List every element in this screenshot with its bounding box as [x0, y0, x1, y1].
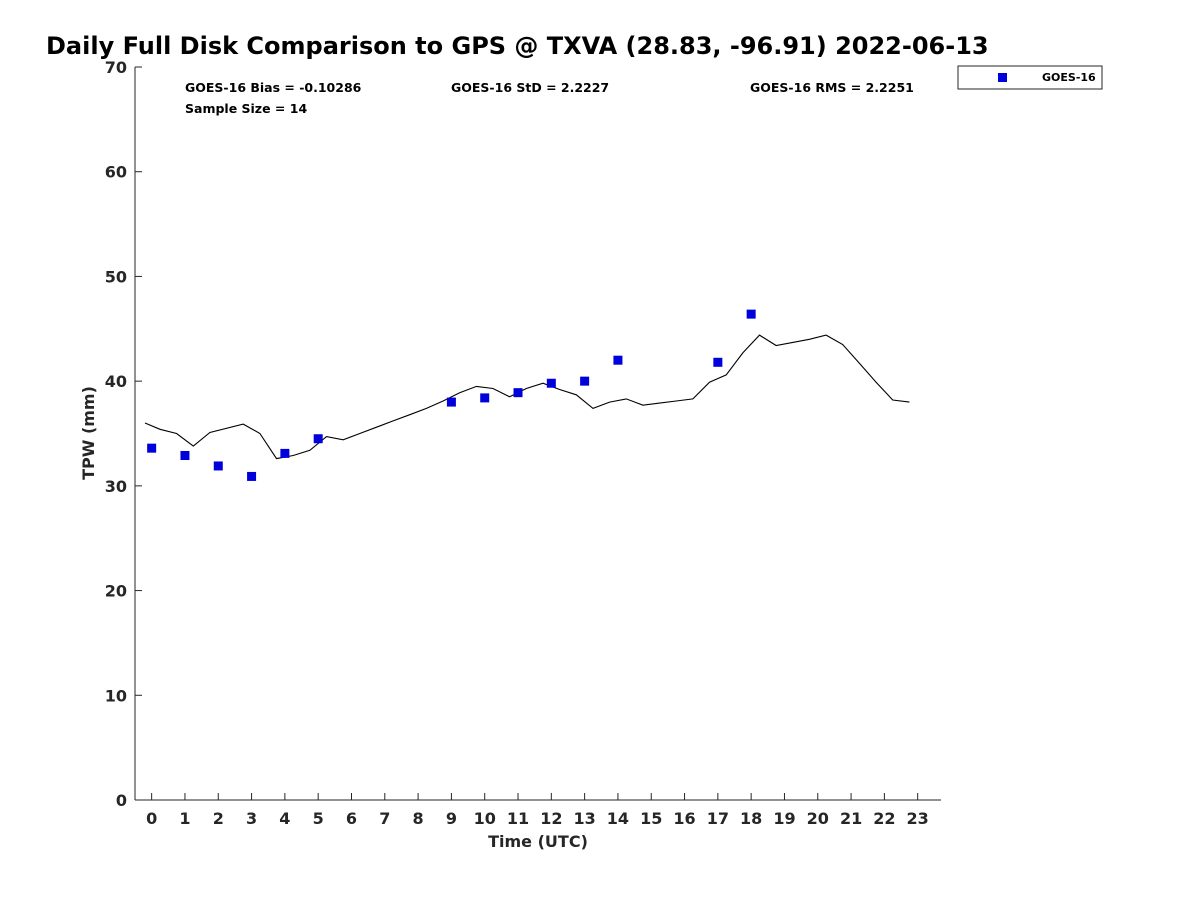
goes16-data-point — [480, 393, 490, 403]
x-tick-label: 16 — [673, 809, 695, 828]
x-tick-label: 20 — [807, 809, 829, 828]
goes16-data-point — [513, 388, 523, 398]
y-tick-label: 30 — [105, 477, 127, 496]
stats-block: GOES-16 Bias = -0.10286 GOES-16 StD = 2.… — [185, 80, 914, 116]
x-tick-label: 9 — [446, 809, 457, 828]
y-tick-label: 70 — [105, 58, 127, 77]
x-tick-label: 2 — [213, 809, 224, 828]
rms-stat: GOES-16 RMS = 2.2251 — [750, 80, 914, 95]
y-ticks: 0 10 20 30 40 50 60 70 — [105, 58, 142, 810]
goes16-data-point — [613, 355, 623, 365]
x-tick-label: 21 — [840, 809, 862, 828]
legend: GOES-16 — [957, 65, 1103, 90]
x-tick-label: 13 — [573, 809, 595, 828]
x-tick-label: 5 — [313, 809, 324, 828]
x-tick-label: 11 — [507, 809, 529, 828]
x-tick-label: 18 — [740, 809, 762, 828]
goes16-data-point — [746, 309, 756, 319]
x-tick-label: 15 — [640, 809, 662, 828]
legend-marker-goes16 — [998, 73, 1007, 82]
y-tick-label: 40 — [105, 372, 127, 391]
x-tick-label: 0 — [146, 809, 157, 828]
goes16-data-point — [713, 357, 723, 367]
x-tick-label: 7 — [379, 809, 390, 828]
x-tick-label: 8 — [413, 809, 424, 828]
axes — [134, 67, 941, 801]
x-tick-label: 17 — [707, 809, 729, 828]
legend-label-goes16: GOES-16 — [1042, 71, 1096, 84]
x-tick-label: 10 — [474, 809, 496, 828]
std-stat: GOES-16 StD = 2.2227 — [451, 80, 609, 95]
goes16-data-point — [147, 443, 157, 453]
x-tick-label: 1 — [179, 809, 190, 828]
goes16-data-point — [280, 448, 290, 458]
goes16-data-point — [213, 461, 223, 471]
x-tick-label: 3 — [246, 809, 257, 828]
goes16-data-point — [247, 471, 257, 481]
x-axis-label: Time (UTC) — [488, 832, 588, 851]
goes16-data-point — [446, 397, 456, 407]
x-ticks: 0 1 2 3 4 5 6 7 8 9 10 11 12 13 14 15 16 17 18 19 20 21 22 23 — [146, 793, 929, 828]
x-tick-label: 12 — [540, 809, 562, 828]
y-axis-label: TPW (mm) — [79, 386, 98, 480]
x-tick-label: 22 — [873, 809, 895, 828]
y-tick-label: 20 — [105, 582, 127, 601]
legend-box — [957, 65, 1103, 90]
chart-title: Daily Full Disk Comparison to GPS @ TXVA… — [46, 32, 989, 60]
x-tick-label: 23 — [907, 809, 929, 828]
plot-area — [144, 309, 910, 481]
goes16-data-point — [580, 376, 590, 386]
x-tick-label: 6 — [346, 809, 357, 828]
sample-size-stat: Sample Size = 14 — [185, 101, 307, 116]
x-tick-label: 4 — [279, 809, 290, 828]
bias-stat: GOES-16 Bias = -0.10286 — [185, 80, 362, 95]
goes16-data-point — [546, 378, 556, 388]
goes16-data-point — [180, 450, 190, 460]
y-tick-label: 0 — [116, 791, 127, 810]
x-tick-label: 14 — [607, 809, 629, 828]
y-tick-label: 10 — [105, 686, 127, 705]
goes16-data-point — [313, 434, 323, 444]
y-tick-label: 60 — [105, 163, 127, 182]
gps-reference-line — [144, 334, 910, 460]
y-tick-label: 50 — [105, 267, 127, 286]
x-tick-label: 19 — [773, 809, 795, 828]
